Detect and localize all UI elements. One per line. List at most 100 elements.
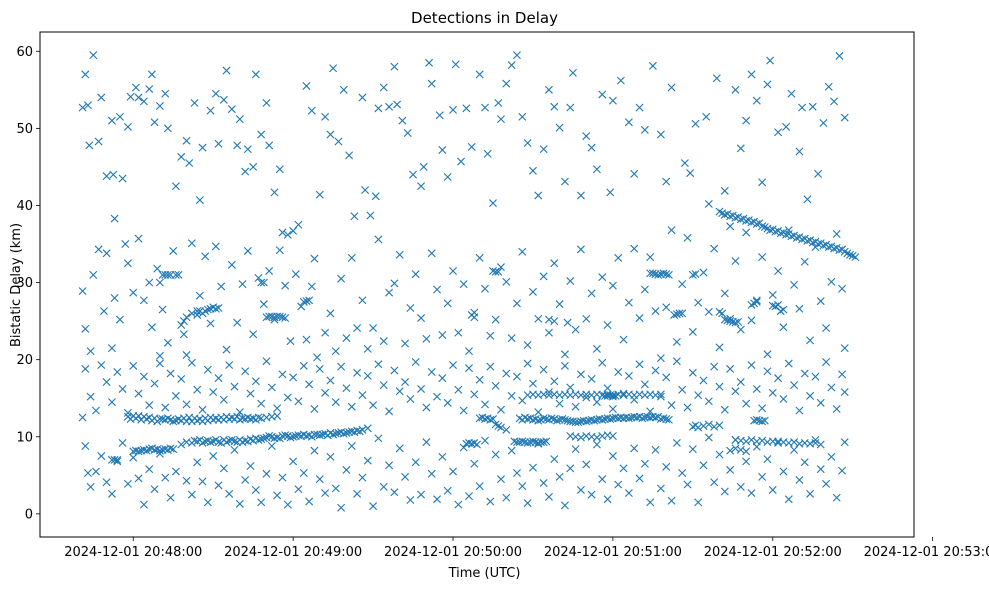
- detection-point: [329, 430, 338, 439]
- detection-point: [832, 230, 841, 238]
- detection-point: [289, 373, 298, 382]
- detection-point: [734, 317, 743, 326]
- detection-point: [209, 388, 218, 397]
- detection-point: [443, 486, 452, 495]
- detection-point: [518, 247, 527, 256]
- detection-point: [587, 289, 596, 298]
- detection-point: [294, 397, 303, 406]
- detection-point: [720, 289, 729, 298]
- detection-point: [582, 393, 591, 402]
- detection-point: [366, 211, 375, 220]
- detection-point: [233, 141, 242, 150]
- detection-point: [241, 475, 250, 484]
- detection-point: [656, 392, 665, 401]
- detection-point: [838, 370, 847, 379]
- detection-point: [736, 445, 745, 454]
- detection-point: [608, 392, 617, 401]
- detection-point: [289, 432, 298, 441]
- detection-point: [747, 218, 756, 227]
- detection-point: [635, 474, 644, 483]
- detection-point: [635, 360, 644, 369]
- detection-point: [672, 438, 681, 447]
- detection-point: [766, 226, 775, 235]
- detection-point: [768, 437, 777, 446]
- detection-point: [246, 462, 255, 471]
- detection-point: [281, 281, 290, 290]
- detection-point: [592, 440, 601, 449]
- detection-point: [760, 416, 769, 425]
- detection-point: [808, 238, 817, 247]
- detection-point: [417, 490, 426, 499]
- detection-point: [563, 318, 572, 327]
- detection-point: [758, 222, 767, 231]
- detection-point: [571, 402, 580, 411]
- detection-point: [662, 373, 671, 382]
- detection-point: [451, 60, 460, 69]
- detection-point: [528, 463, 537, 472]
- detection-point: [107, 489, 116, 498]
- detection-point: [150, 118, 159, 127]
- detection-point: [518, 482, 527, 491]
- y-tick-label: 60: [16, 45, 33, 60]
- detection-point: [337, 362, 346, 371]
- detection-point: [395, 250, 404, 259]
- y-tick-label: 50: [16, 122, 33, 137]
- detection-point: [731, 444, 740, 453]
- detection-point: [307, 106, 316, 115]
- detection-point: [334, 137, 343, 146]
- detection-point: [299, 469, 308, 477]
- detection-point: [459, 406, 468, 415]
- detection-point: [427, 368, 436, 376]
- detection-point: [587, 490, 596, 499]
- detection-point: [182, 351, 191, 360]
- detection-point: [187, 490, 196, 499]
- detection-point: [816, 398, 825, 407]
- detection-point: [555, 300, 564, 309]
- detection-point: [385, 288, 394, 297]
- detection-point: [603, 495, 612, 504]
- detection-point: [704, 307, 713, 316]
- detection-point: [243, 246, 252, 255]
- detection-point: [182, 313, 191, 322]
- detection-point: [742, 116, 751, 125]
- detection-point: [321, 388, 330, 397]
- detection-point: [822, 479, 831, 488]
- detection-point: [371, 192, 380, 201]
- detection-point: [139, 296, 148, 305]
- detection-point: [251, 377, 260, 386]
- detection-point: [169, 246, 178, 255]
- detection-point: [566, 383, 575, 392]
- detection-point: [390, 279, 399, 288]
- detection-point: [566, 277, 575, 286]
- detection-point: [363, 456, 372, 465]
- detection-point: [257, 130, 266, 139]
- detection-point: [259, 434, 268, 443]
- detection-point: [630, 169, 639, 178]
- detection-point: [840, 344, 849, 353]
- detection-point: [795, 475, 804, 484]
- detection-point: [97, 452, 106, 461]
- detection-point: [488, 415, 497, 424]
- detection-point: [571, 325, 580, 334]
- detection-point: [353, 324, 362, 333]
- detection-point: [203, 498, 212, 507]
- detection-point: [246, 389, 255, 398]
- detection-point: [454, 328, 463, 337]
- detection-point: [574, 418, 583, 427]
- detection-point: [443, 299, 452, 308]
- detection-point: [339, 429, 348, 438]
- detection-point: [787, 89, 796, 98]
- detection-point: [438, 145, 447, 154]
- detection-point: [747, 489, 756, 498]
- detection-point: [374, 104, 383, 113]
- detection-point: [747, 435, 756, 444]
- detection-point: [768, 290, 777, 299]
- detection-point: [624, 298, 633, 307]
- detection-point: [102, 249, 111, 258]
- detection-point: [283, 393, 292, 402]
- detection-point: [89, 51, 98, 60]
- detection-point: [283, 230, 292, 239]
- detection-point: [640, 285, 649, 294]
- detection-point: [763, 367, 772, 376]
- detection-point: [385, 102, 394, 111]
